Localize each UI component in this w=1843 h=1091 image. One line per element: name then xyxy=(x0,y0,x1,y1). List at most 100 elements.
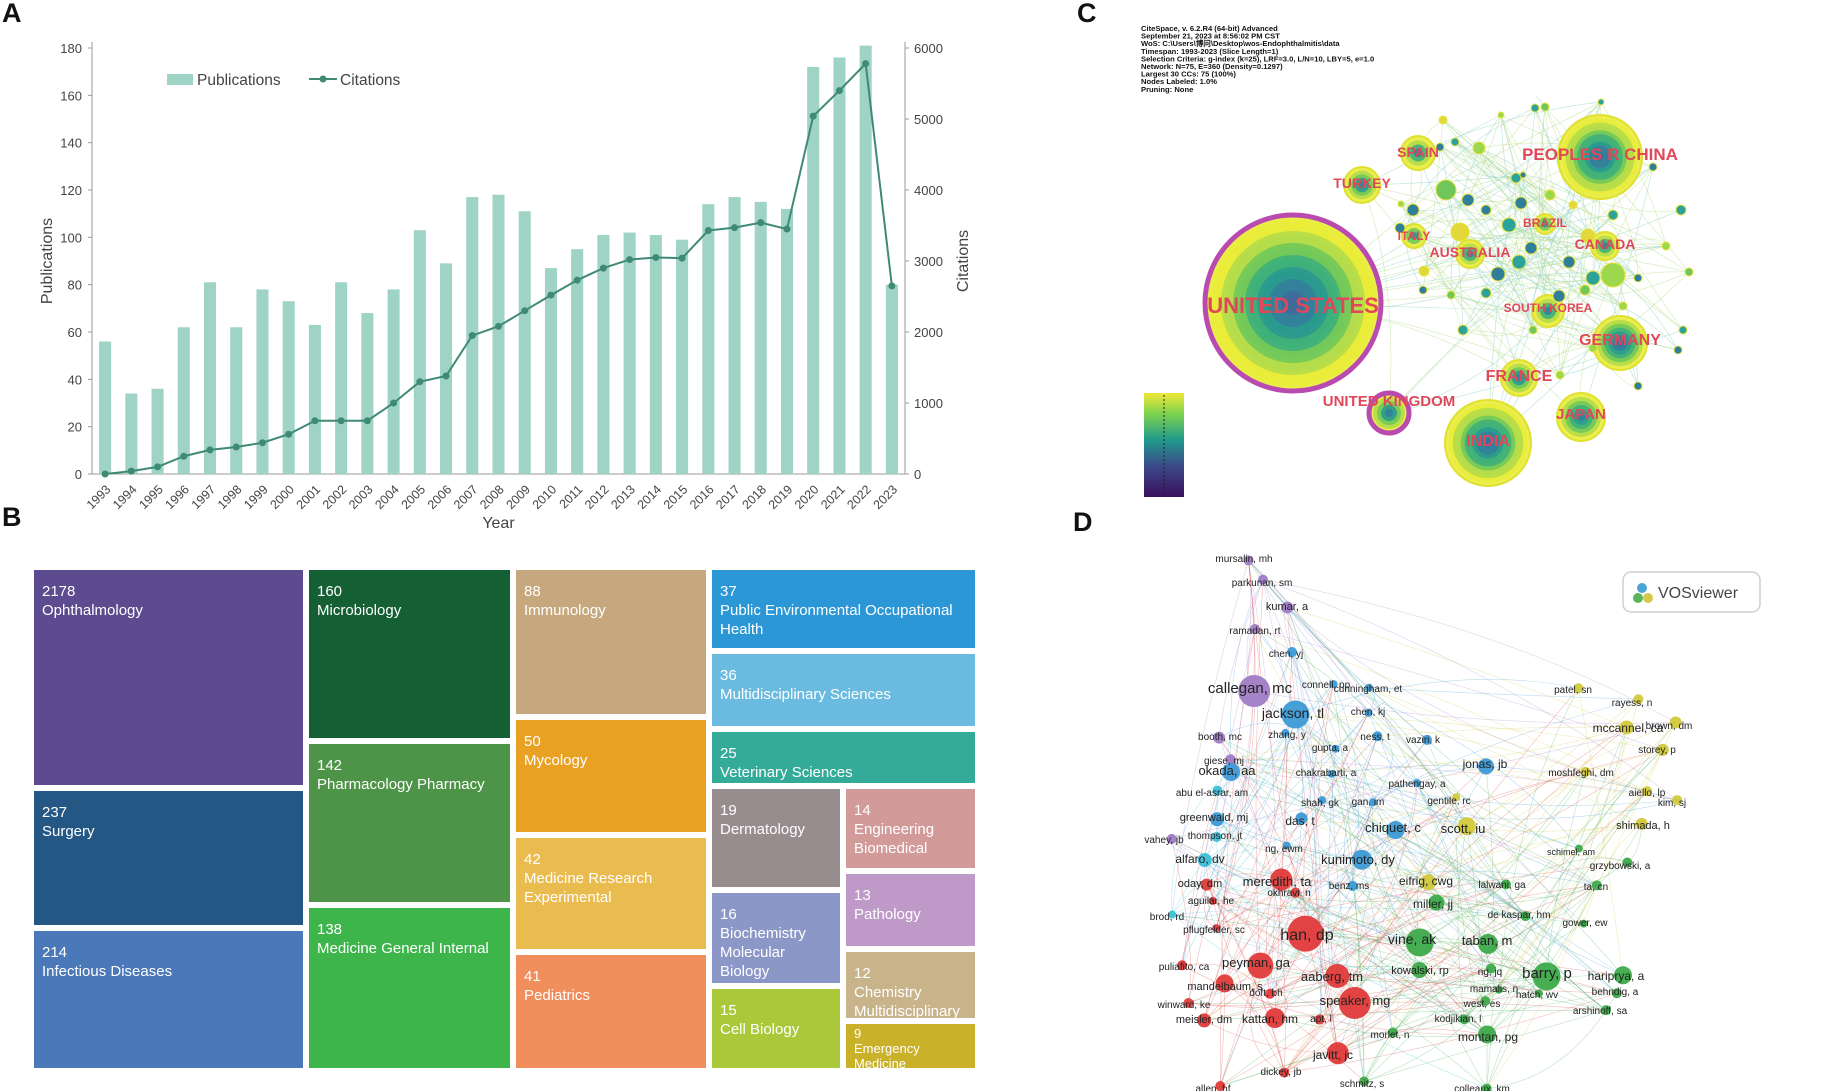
author-edge xyxy=(1321,799,1618,994)
author-node xyxy=(1168,910,1177,919)
y2-tick-label: 6000 xyxy=(914,41,943,56)
network-edge xyxy=(1462,204,1574,331)
legend-citations-marker xyxy=(319,75,327,83)
author-label: colleaux, km xyxy=(1454,1084,1510,1091)
author-edge xyxy=(1260,965,1617,994)
author-edge xyxy=(1486,727,1627,1089)
legend-citations-label: Citations xyxy=(340,72,401,89)
author-edge xyxy=(1215,560,1256,929)
network-edge xyxy=(1413,235,1582,418)
author-edge xyxy=(1171,838,1282,880)
publication-bar xyxy=(780,208,794,474)
author-edge xyxy=(1203,859,1362,1021)
author-edge xyxy=(1416,797,1457,943)
country-label: AUSTRALIA xyxy=(1430,244,1511,260)
country-node xyxy=(1444,399,1532,487)
author-edge xyxy=(1204,859,1420,943)
author-edge xyxy=(1392,976,1547,1033)
author-edge xyxy=(1295,892,1465,1020)
country-node-small xyxy=(1510,172,1522,184)
author-node xyxy=(1166,833,1177,844)
author-label: lalwani, ga xyxy=(1478,880,1526,891)
author-node xyxy=(1281,601,1294,614)
author-edge xyxy=(1284,791,1648,1073)
country-node-small xyxy=(1480,204,1492,216)
author-node xyxy=(1573,683,1584,694)
author-edge xyxy=(1286,845,1500,990)
treemap-cell-value: 37 xyxy=(720,583,737,600)
author-edge xyxy=(1295,714,1597,886)
author-label: kattan, hm xyxy=(1242,1012,1298,1026)
author-node xyxy=(1257,574,1268,585)
x-tick-label: 2016 xyxy=(687,482,717,512)
author-node xyxy=(1364,708,1373,717)
treemap-cell-value: 138 xyxy=(317,921,343,938)
author-node xyxy=(1359,1076,1370,1087)
author-label: montan, pg xyxy=(1458,1030,1518,1044)
author-edge xyxy=(1368,687,1642,825)
author-edge xyxy=(1295,714,1540,994)
citespace-info-line: Network: N=75, E=360 (Density=0.1297) xyxy=(1141,62,1283,71)
x-tick-label: 2022 xyxy=(844,482,874,512)
country-label: GERMANY xyxy=(1579,332,1661,349)
author-edge xyxy=(1295,714,1487,1089)
author-edge xyxy=(1295,714,1663,751)
country-node-small xyxy=(1418,265,1430,277)
x-tick-label: 2004 xyxy=(372,482,402,512)
country-node xyxy=(1343,166,1381,204)
author-edge xyxy=(1250,965,1285,1073)
author-edge xyxy=(1505,857,1628,885)
network-edge xyxy=(1450,294,1679,351)
author-edge xyxy=(1181,628,1256,966)
author-edge xyxy=(1206,683,1334,885)
network-edge xyxy=(1584,289,1679,351)
author-edge xyxy=(1260,736,1378,966)
author-edge xyxy=(1305,933,1607,1011)
network-edge xyxy=(1423,270,1621,344)
author-edge xyxy=(1206,884,1540,994)
author-edge xyxy=(1322,799,1678,820)
author-label: brown, dm xyxy=(1646,721,1693,732)
author-node xyxy=(1642,786,1653,797)
author-label: jackson, tl xyxy=(1261,705,1324,721)
author-edge xyxy=(1230,758,1467,827)
network-edge xyxy=(1522,174,1682,213)
publication-bar xyxy=(335,282,348,474)
author-label: ramadan, rt xyxy=(1229,626,1280,637)
y-tick-label: 120 xyxy=(60,183,82,198)
legend-publications-swatch xyxy=(167,74,193,85)
author-label: booth, mc xyxy=(1198,732,1242,743)
citation-point xyxy=(678,254,686,262)
publication-bar xyxy=(99,341,112,474)
citespace-info-line: Nodes Labeled: 1.0% xyxy=(1141,77,1217,86)
country-node-small xyxy=(1678,325,1688,335)
country-node-small xyxy=(1580,228,1596,244)
author-edge xyxy=(1284,992,1617,1073)
author-edge xyxy=(1269,967,1491,995)
author-edge xyxy=(1354,974,1623,1004)
author-node xyxy=(1212,785,1223,796)
author-edge xyxy=(1171,838,1192,1004)
author-edge xyxy=(1217,790,1507,885)
legend-publications-label: Publications xyxy=(197,72,281,89)
author-node xyxy=(1270,868,1293,891)
author-edge xyxy=(1337,989,1499,1054)
author-label: schmitz, s xyxy=(1340,1079,1384,1090)
author-edge xyxy=(1363,915,1526,1082)
author-edge xyxy=(1229,579,1264,773)
x-axis-title: Year xyxy=(482,515,515,532)
network-edge xyxy=(1485,209,1534,331)
author-edge xyxy=(1220,712,1369,1087)
author-label: chiquet, c xyxy=(1365,820,1421,835)
author-node xyxy=(1574,844,1583,853)
treemap-cell-value: 15 xyxy=(720,1002,737,1019)
treemap-cell-label: Public Environmental Occupational Health xyxy=(720,602,953,638)
author-node xyxy=(1325,964,1350,989)
x-tick-label: 2014 xyxy=(635,482,665,512)
country-node-small xyxy=(1579,284,1591,296)
x-tick-label: 1997 xyxy=(189,482,219,512)
author-edge xyxy=(1203,698,1639,1021)
author-node xyxy=(1613,966,1632,985)
publication-bar xyxy=(623,232,636,474)
author-label: ness, t xyxy=(1360,732,1390,743)
